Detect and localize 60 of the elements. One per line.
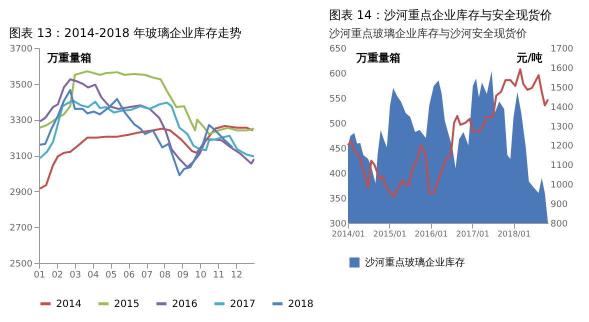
y-tick-label: 3100 (10, 152, 33, 162)
line-series (38, 70, 255, 135)
x-tick-label: 06 (123, 270, 136, 280)
legend-label: 2018 (288, 298, 314, 310)
y2-axis-title: 元/吨 (515, 52, 542, 64)
x-tick-label: 2015/01 (373, 230, 406, 238)
x-tick-label: 05 (105, 270, 117, 280)
line-series (38, 124, 254, 190)
x-tick-label: 11 (212, 270, 224, 280)
x-tick-label: 2017/01 (456, 230, 490, 238)
line-series (38, 100, 255, 160)
x-tick-label: 2018/01 (497, 230, 531, 238)
y-tick-label: 350 (329, 194, 347, 204)
x-tick-label: 01 (34, 270, 46, 280)
x-tick-label: 10 (195, 270, 207, 280)
y2-tick-label: 1100 (550, 161, 574, 172)
y2-tick-label: 1200 (550, 142, 574, 152)
y-tick-label: 450 (329, 144, 347, 154)
y-tick-label: 400 (329, 170, 347, 180)
y2-tick-label: 1700 (550, 44, 574, 54)
y-tick-label: 300 (329, 220, 347, 230)
line-series (38, 89, 234, 176)
x-tick-label: 08 (159, 270, 171, 280)
y-tick-label: 3300 (10, 116, 33, 126)
y2-tick-label: 800 (550, 220, 568, 230)
y-axis-title: 万重量箱 (356, 52, 400, 64)
x-tick-label: 2016/01 (414, 230, 448, 238)
y2-tick-label: 1500 (550, 83, 574, 94)
chart-title: 图表 14：沙河重点企业库存与安全现货价 (328, 8, 552, 22)
y-tick-label: 500 (329, 120, 347, 130)
y2-tick-label: 1600 (550, 64, 574, 74)
y-tick-label: 3700 (10, 44, 33, 54)
y-tick-label: 2700 (10, 224, 33, 234)
legend-label: 2017 (230, 298, 256, 310)
legend-label: 2014 (56, 298, 82, 310)
y-tick-label: 3500 (10, 80, 33, 90)
chart-subtitle: 沙河重点玻璃企业库存与沙河安全现货价 (328, 27, 527, 40)
x-tick-label: 12 (230, 270, 242, 280)
y2-tick-label: 1000 (550, 180, 574, 191)
y-tick-label: 650 (329, 44, 347, 54)
y2-tick-label: 1300 (550, 122, 574, 132)
line-series (347, 68, 549, 198)
y-tick-label: 550 (329, 94, 347, 104)
x-tick-label: 09 (177, 270, 189, 280)
chart-title: 图表 13：2014-2018 年玻璃企业库存走势 (9, 26, 242, 40)
line-series (38, 78, 255, 168)
x-tick-label: 04 (88, 270, 100, 280)
y-tick-label: 2900 (10, 188, 33, 198)
x-tick-label: 07 (141, 270, 153, 280)
x-tick-label: 03 (70, 270, 82, 280)
y-tick-label: 600 (329, 70, 347, 80)
x-tick-label: 2014/01 (332, 230, 366, 238)
y-tick-label: 2500 (10, 260, 33, 270)
y2-tick-label: 1400 (550, 102, 574, 113)
y-axis-title: 万重量箱 (46, 52, 92, 64)
legend-label: 2015 (114, 298, 140, 310)
x-tick-label: 02 (52, 270, 64, 280)
legend-label: 2016 (172, 298, 198, 310)
y2-tick-label: 900 (550, 200, 568, 210)
legend-label: 沙河重点玻璃企业库存 (365, 256, 465, 268)
